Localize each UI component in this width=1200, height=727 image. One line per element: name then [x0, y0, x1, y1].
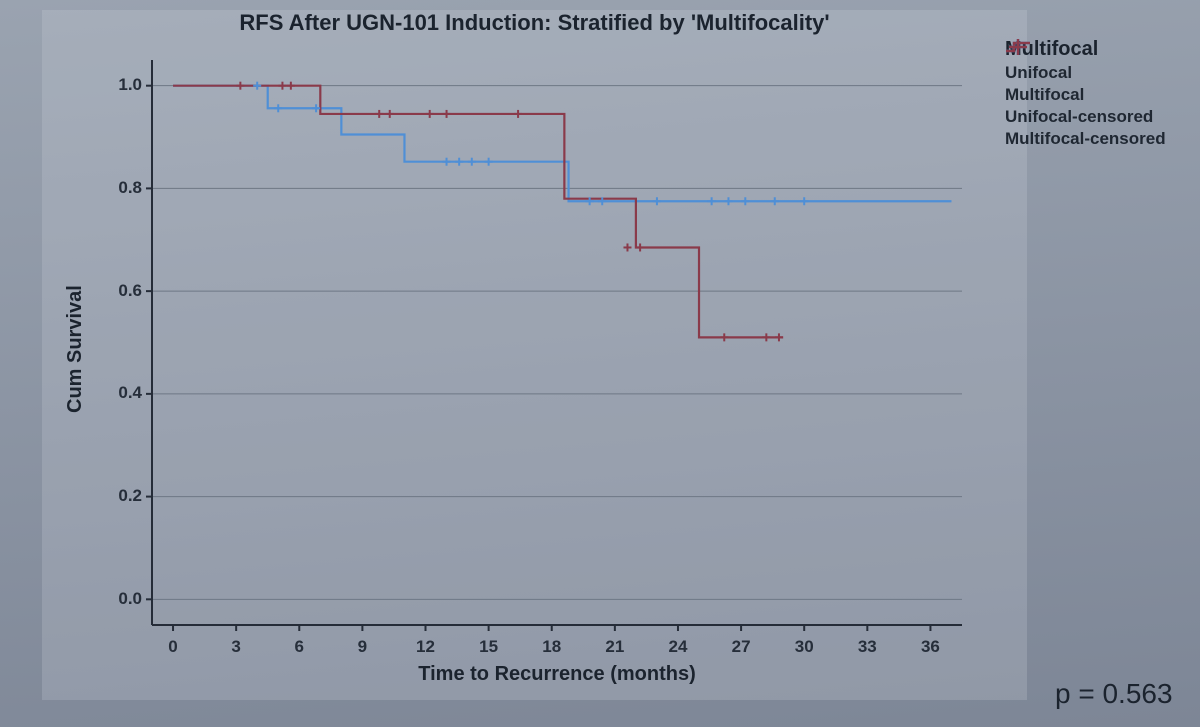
- censor-mark: [762, 333, 770, 341]
- censor-mark: [386, 110, 394, 118]
- censor-mark: [720, 333, 728, 341]
- x-tick-label: 24: [663, 637, 693, 657]
- legend-item: Multifocal: [1005, 85, 1166, 105]
- censor-mark: [287, 82, 295, 90]
- censor-mark: [455, 158, 463, 166]
- censor-mark: [708, 197, 716, 205]
- censor-mark: [274, 104, 282, 112]
- chart-panel: RFS After UGN-101 Induction: Stratified …: [42, 10, 1027, 700]
- censor-mark: [278, 82, 286, 90]
- x-tick-label: 18: [537, 637, 567, 657]
- censor-mark: [741, 197, 749, 205]
- censor-mark: [375, 110, 383, 118]
- censor-mark: [724, 197, 732, 205]
- x-tick-label: 0: [158, 637, 188, 657]
- x-tick-label: 33: [852, 637, 882, 657]
- censor-mark: [771, 197, 779, 205]
- y-tick-label: 0.0: [102, 589, 142, 609]
- y-tick-label: 1.0: [102, 75, 142, 95]
- x-tick-label: 6: [284, 637, 314, 657]
- legend-item: Multifocal-censored: [1005, 129, 1166, 149]
- censor-mark: [514, 110, 522, 118]
- km-plot: [42, 10, 1027, 700]
- y-tick-label: 0.8: [102, 178, 142, 198]
- censor-mark: [775, 333, 783, 341]
- x-tick-label: 36: [915, 637, 945, 657]
- censor-mark: [443, 110, 451, 118]
- y-tick-label: 0.4: [102, 383, 142, 403]
- censor-mark: [623, 243, 631, 251]
- censor-mark: [636, 243, 644, 251]
- censor-mark: [253, 82, 261, 90]
- legend-label: Multifocal: [1005, 85, 1084, 105]
- censor-mark: [468, 158, 476, 166]
- legend-label: Multifocal-censored: [1005, 129, 1166, 149]
- x-tick-label: 9: [347, 637, 377, 657]
- y-tick-label: 0.6: [102, 281, 142, 301]
- x-tick-label: 27: [726, 637, 756, 657]
- slide: RFS After UGN-101 Induction: Stratified …: [0, 0, 1200, 727]
- legend-item: Unifocal: [1005, 63, 1166, 83]
- p-value: p = 0.563: [1055, 678, 1173, 710]
- legend-label: Unifocal: [1005, 63, 1072, 83]
- x-tick-label: 3: [221, 637, 251, 657]
- plus-icon: [1005, 38, 1031, 56]
- legend: Multifocal UnifocalMultifocalUnifocal-ce…: [1005, 38, 1166, 149]
- x-tick-label: 12: [411, 637, 441, 657]
- legend-item: Unifocal-censored: [1005, 107, 1166, 127]
- legend-label: Unifocal-censored: [1005, 107, 1153, 127]
- series-line-multifocal: [173, 86, 783, 338]
- x-tick-label: 30: [789, 637, 819, 657]
- y-tick-label: 0.2: [102, 486, 142, 506]
- x-axis-label: Time to Recurrence (months): [152, 663, 962, 686]
- x-tick-label: 15: [474, 637, 504, 657]
- x-tick-label: 21: [600, 637, 630, 657]
- censor-mark: [443, 158, 451, 166]
- censor-mark: [653, 197, 661, 205]
- censor-mark: [485, 158, 493, 166]
- censor-mark: [312, 104, 320, 112]
- series-line-unifocal: [173, 86, 951, 202]
- censor-mark: [426, 110, 434, 118]
- censor-mark: [800, 197, 808, 205]
- censor-mark: [236, 82, 244, 90]
- y-axis-label: Cum Survival: [64, 285, 87, 413]
